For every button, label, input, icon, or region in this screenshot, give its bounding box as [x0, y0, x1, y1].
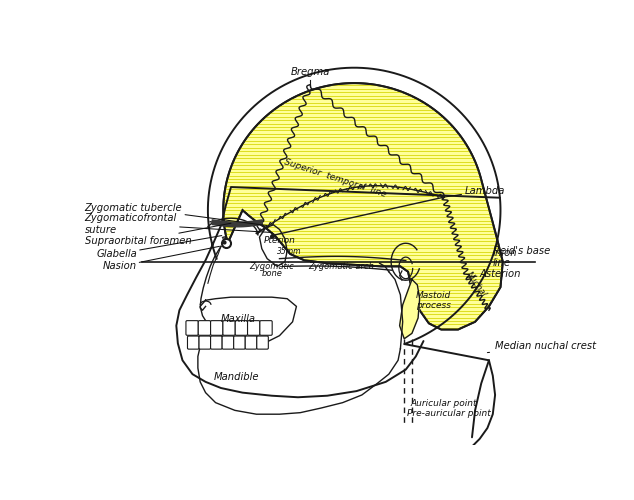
Text: Bregma: Bregma	[290, 68, 330, 78]
FancyBboxPatch shape	[210, 320, 223, 336]
FancyBboxPatch shape	[210, 336, 222, 349]
Text: Maxilla: Maxilla	[221, 314, 256, 324]
FancyBboxPatch shape	[235, 320, 247, 336]
Text: Asterion: Asterion	[467, 269, 521, 279]
FancyBboxPatch shape	[234, 336, 245, 349]
Text: Nuchal: Nuchal	[464, 270, 488, 299]
FancyBboxPatch shape	[188, 336, 199, 349]
Text: Mastoid
process: Mastoid process	[416, 290, 451, 310]
FancyBboxPatch shape	[222, 336, 234, 349]
FancyBboxPatch shape	[257, 336, 268, 349]
FancyBboxPatch shape	[247, 320, 260, 336]
Text: Pre-auricular point: Pre-auricular point	[406, 408, 490, 418]
FancyBboxPatch shape	[186, 320, 198, 336]
Text: Supraorbital foramen: Supraorbital foramen	[85, 223, 231, 246]
FancyBboxPatch shape	[199, 336, 210, 349]
Text: Mandible: Mandible	[213, 372, 259, 382]
Text: Superior  temporal  line: Superior temporal line	[283, 158, 387, 199]
Text: Auricular point: Auricular point	[410, 400, 477, 408]
Text: Lambda: Lambda	[444, 186, 505, 197]
Text: 35mm: 35mm	[277, 247, 302, 256]
Text: Inion: Inion	[493, 248, 517, 258]
Polygon shape	[399, 280, 420, 338]
Text: Glabella: Glabella	[96, 236, 222, 259]
FancyBboxPatch shape	[260, 320, 272, 336]
Polygon shape	[223, 83, 503, 330]
Text: Zygomaticofrontal
suture: Zygomaticofrontal suture	[85, 213, 272, 235]
FancyBboxPatch shape	[223, 320, 235, 336]
FancyBboxPatch shape	[245, 336, 257, 349]
Text: Pterion: Pterion	[264, 236, 296, 246]
Text: Median nuchal crest: Median nuchal crest	[488, 341, 596, 352]
Text: Zygomatic tubercle: Zygomatic tubercle	[85, 203, 267, 226]
Text: Reid's base
line: Reid's base line	[493, 246, 550, 268]
Text: Zygomatic arch: Zygomatic arch	[308, 262, 374, 272]
Text: Zygomatic: Zygomatic	[249, 262, 294, 272]
Text: Nasion: Nasion	[103, 246, 219, 272]
Text: bone: bone	[261, 268, 282, 278]
FancyBboxPatch shape	[198, 320, 210, 336]
